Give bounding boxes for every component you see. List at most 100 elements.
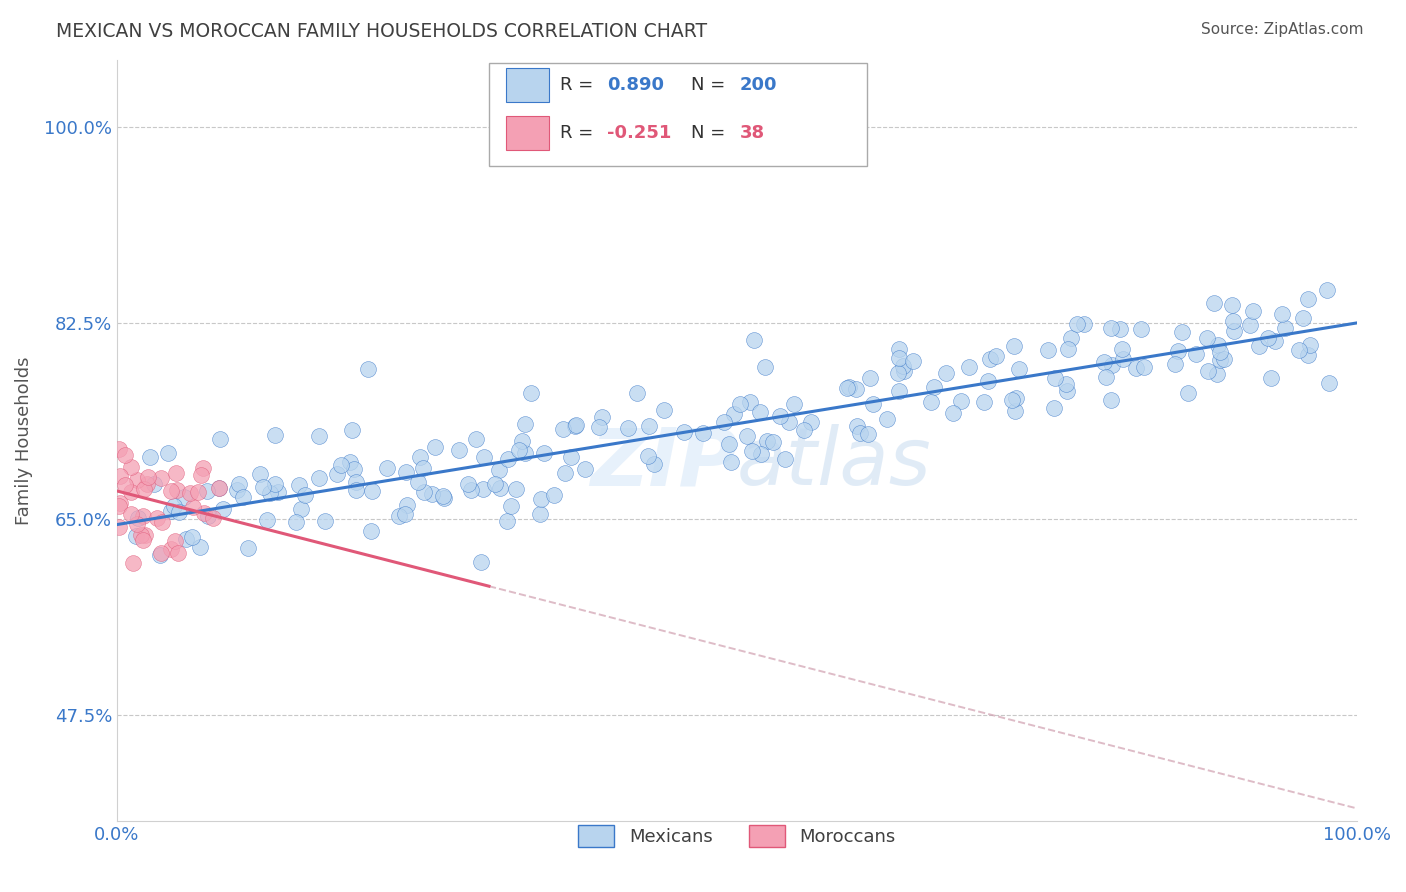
Point: [1197, 364, 1219, 378]
Point: [1109, 322, 1132, 336]
Point: [388, 508, 411, 523]
Point: [1112, 351, 1135, 366]
FancyBboxPatch shape: [489, 63, 868, 166]
Point: [845, 418, 868, 433]
Point: [396, 498, 419, 512]
Point: [1171, 325, 1194, 339]
Point: [149, 548, 172, 562]
Point: [406, 475, 429, 489]
Point: [723, 407, 745, 421]
Point: [256, 513, 278, 527]
Text: 0.890: 0.890: [607, 76, 664, 95]
Text: N =: N =: [692, 124, 731, 142]
Point: [838, 380, 860, 394]
Point: [225, 483, 247, 497]
Point: [1054, 377, 1077, 392]
Point: [887, 342, 910, 356]
Point: [1043, 401, 1066, 415]
Point: [1125, 361, 1147, 376]
Point: [920, 394, 942, 409]
Point: [425, 441, 447, 455]
Point: [1296, 292, 1319, 306]
Point: [236, 541, 259, 556]
Text: -0.251: -0.251: [607, 124, 671, 142]
Point: [266, 485, 288, 500]
Point: [122, 557, 145, 571]
Point: [1164, 357, 1187, 371]
Point: [554, 467, 576, 481]
Point: [420, 487, 443, 501]
Point: [1264, 334, 1286, 348]
Point: [1296, 348, 1319, 362]
Point: [508, 442, 530, 457]
Point: [160, 503, 183, 517]
Point: [1223, 324, 1246, 338]
Point: [488, 463, 510, 477]
Point: [377, 461, 399, 475]
Point: [1288, 343, 1310, 357]
Point: [190, 467, 212, 482]
Point: [1043, 371, 1066, 385]
Point: [156, 446, 179, 460]
Point: [1167, 343, 1189, 358]
Point: [1316, 283, 1339, 297]
Point: [290, 502, 312, 516]
Point: [769, 409, 792, 423]
Point: [564, 418, 586, 433]
Point: [617, 421, 640, 435]
Point: [1002, 339, 1025, 353]
Point: [183, 500, 205, 514]
Text: MEXICAN VS MOROCCAN FAMILY HOUSEHOLDS CORRELATION CHART: MEXICAN VS MOROCCAN FAMILY HOUSEHOLDS CO…: [56, 22, 707, 41]
Point: [773, 451, 796, 466]
Point: [1060, 331, 1083, 345]
Point: [754, 359, 776, 374]
Point: [470, 555, 492, 569]
Point: [308, 470, 330, 484]
Text: ZIP: ZIP: [589, 425, 737, 502]
Point: [1111, 342, 1133, 356]
Point: [120, 459, 142, 474]
Point: [150, 471, 173, 485]
Point: [510, 434, 533, 449]
Point: [638, 419, 661, 434]
Point: [1257, 331, 1279, 345]
Point: [856, 427, 879, 442]
Point: [751, 447, 773, 461]
Point: [738, 395, 761, 409]
Point: [344, 475, 367, 489]
Point: [1222, 314, 1244, 328]
Point: [643, 457, 665, 471]
Point: [108, 468, 131, 483]
Point: [984, 349, 1007, 363]
Point: [1177, 385, 1199, 400]
Point: [1004, 403, 1026, 417]
Point: [1095, 369, 1118, 384]
Text: Source: ZipAtlas.com: Source: ZipAtlas.com: [1201, 22, 1364, 37]
Text: R =: R =: [560, 76, 599, 95]
Point: [762, 435, 785, 450]
Point: [472, 483, 495, 497]
Point: [166, 546, 188, 560]
Point: [1317, 376, 1340, 391]
Point: [150, 546, 173, 560]
Point: [973, 395, 995, 409]
Point: [460, 483, 482, 497]
Point: [1056, 343, 1078, 357]
Point: [783, 397, 806, 411]
Point: [127, 511, 149, 525]
Point: [543, 488, 565, 502]
Point: [889, 351, 911, 366]
Point: [285, 515, 308, 529]
Point: [1197, 331, 1219, 345]
Point: [718, 437, 741, 451]
Point: [125, 516, 148, 531]
Point: [1092, 354, 1115, 368]
Point: [132, 508, 155, 523]
Point: [195, 484, 218, 499]
Point: [1292, 310, 1315, 325]
Point: [849, 425, 872, 440]
Point: [457, 477, 479, 491]
Point: [107, 442, 129, 456]
Point: [893, 364, 915, 378]
Point: [845, 382, 868, 396]
